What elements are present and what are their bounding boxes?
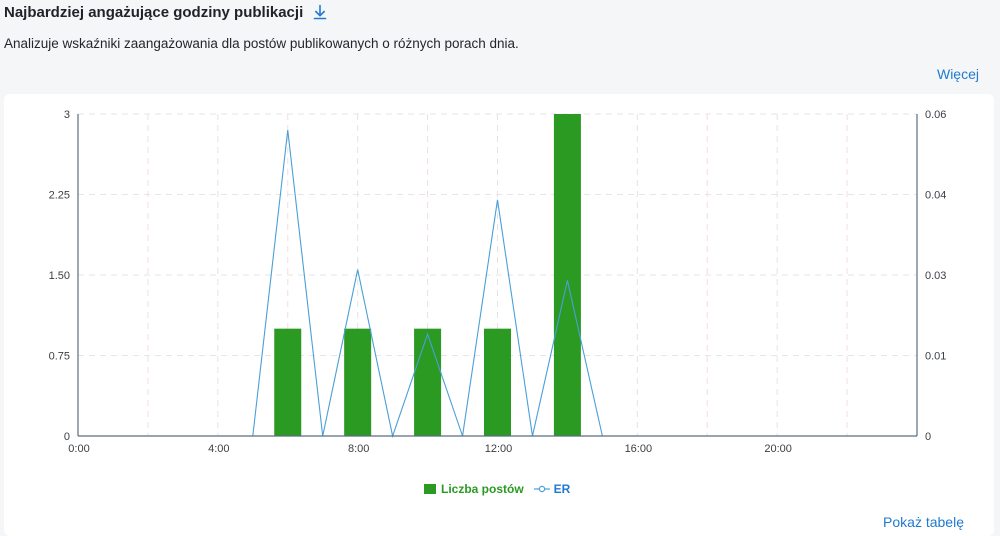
legend-item-posts[interactable]: Liczba postów [424, 482, 524, 496]
y-left-tick-label: 0 [64, 431, 70, 443]
y-left-tick-label: 2.25 [49, 190, 70, 202]
y-right-tick-label: 0.01 [925, 351, 946, 363]
x-tick-label: 16:00 [625, 443, 653, 455]
more-link[interactable]: Więcej [936, 66, 979, 82]
show-table-link[interactable]: Pokaż tabelę [883, 514, 964, 530]
page-subtitle: Analizuje wskaźniki zaangażowania dla po… [4, 36, 519, 51]
bar-posts [274, 328, 302, 436]
header: Najbardziej angażujące godziny publikacj… [4, 2, 329, 22]
chart-legend: Liczba postów ER [424, 482, 570, 496]
er-line [78, 130, 883, 439]
tick-labels: 0 0.75 1.50 2.25 3 0 0.01 0.03 0.04 0.06 0:00 4:00 8… [49, 109, 947, 455]
x-tick-label: 0:00 [68, 443, 89, 455]
download-icon[interactable] [311, 3, 329, 21]
y-right-tick-label: 0.04 [925, 190, 946, 202]
page-title: Najbardziej angażujące godziny publikacj… [4, 3, 304, 21]
x-tick-label: 20:00 [764, 443, 792, 455]
y-left-tick-label: 1.50 [49, 270, 70, 282]
x-tick-label: 8:00 [348, 443, 369, 455]
y-right-tick-label: 0.06 [925, 109, 946, 121]
bar-posts [553, 114, 581, 436]
y-right-tick-label: 0 [925, 431, 931, 443]
bar-posts [414, 328, 442, 436]
x-tick-label: 4:00 [208, 443, 229, 455]
chart-axes [77, 114, 918, 437]
er-line-series [78, 130, 883, 439]
legend-label-posts: Liczba postów [441, 482, 524, 496]
legend-item-er[interactable]: ER [533, 482, 571, 496]
legend-label-er: ER [553, 482, 571, 496]
x-tick-label: 12:00 [485, 443, 513, 455]
bar-posts [484, 328, 511, 436]
chart-card [4, 94, 994, 536]
bar-series [274, 114, 581, 436]
y-right-tick-label: 0.03 [925, 270, 946, 282]
y-left-tick-label: 0.75 [49, 351, 70, 363]
legend-swatch-er [533, 485, 550, 493]
legend-swatch-posts [424, 484, 436, 494]
y-left-tick-label: 3 [64, 109, 70, 121]
bar-posts [344, 328, 372, 436]
